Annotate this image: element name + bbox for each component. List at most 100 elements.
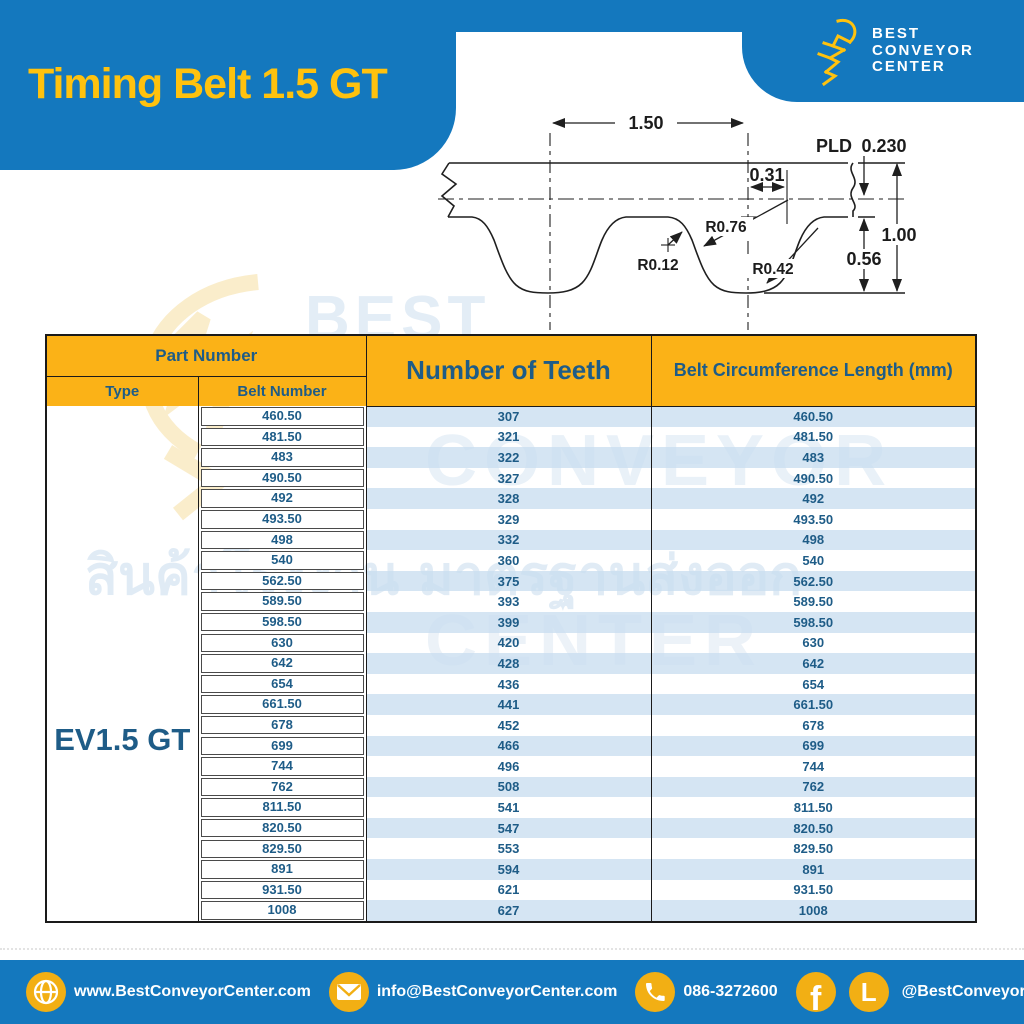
belt-number-value: 678 <box>200 715 364 735</box>
belt-number-cell: 829.50 <box>198 838 366 859</box>
belt-number-value: 699 <box>200 736 364 756</box>
circumference-cell: 654 <box>802 676 825 692</box>
circumference-cell: 699 <box>651 735 976 757</box>
belt-number-cell: 630 <box>198 633 366 654</box>
footer-social[interactable]: f L @BestConveyorCenter <box>795 972 1024 1012</box>
dim-radius-tip: R0.12 <box>637 257 678 274</box>
belt-number-cell: 820.50 <box>198 818 366 839</box>
goat-logo-icon <box>817 18 857 87</box>
circumference-cell: 490.50 <box>793 470 834 486</box>
belt-number-value: 829.50 <box>200 839 364 859</box>
belt-number-value: 891 <box>200 860 364 879</box>
teeth-count-cell: 441 <box>365 694 652 715</box>
table-row: 678 452 678 <box>46 714 976 736</box>
belt-number-cell: 891 <box>198 859 366 880</box>
belt-number-cell: 1008 <box>198 900 366 922</box>
dim-tooth-width: 0.31 <box>749 165 784 185</box>
teeth-count-cell: 508 <box>365 776 652 798</box>
circumference-cell: 931.50 <box>793 882 834 898</box>
belt-number-value: 492 <box>200 489 364 508</box>
table-row: 562.50 375 562.50 <box>46 570 976 592</box>
table-row: 931.50 621 931.50 <box>46 879 976 901</box>
dim-radius-root: R0.42 <box>752 261 793 278</box>
col-header-part-number: Part Number <box>46 335 366 377</box>
circumference-cell: 562.50 <box>651 570 976 592</box>
phone-icon <box>635 972 676 1012</box>
brand-name: BEST CONVEYOR CENTER <box>872 26 974 76</box>
circumference-cell: 661.50 <box>651 694 976 715</box>
table-row: 589.50 393 589.50 <box>46 591 976 612</box>
belt-number-value: 598.50 <box>200 612 364 632</box>
circumference-cell: 493.50 <box>793 511 834 527</box>
teeth-count-cell: 553 <box>365 838 652 860</box>
teeth-count-cell: 307 <box>365 406 652 427</box>
teeth-count-cell: 541 <box>365 797 652 818</box>
table-row: 498 332 498 <box>46 529 976 551</box>
dim-pld-value: 0.230 <box>861 136 906 156</box>
belt-number-cell: 492 <box>198 488 366 509</box>
table-row: 493.50 329 493.50 <box>46 508 976 530</box>
table-row: 598.50 399 598.50 <box>46 611 976 633</box>
teeth-count-cell: 375 <box>365 570 652 592</box>
brand-line1: BEST <box>872 25 921 43</box>
belt-number-value: 562.50 <box>200 571 364 591</box>
footer-divider <box>0 948 1024 950</box>
table-body: EV1.5 GT 460.50 307 460.50 481.50 321 481.50 48… <box>46 406 976 922</box>
belt-number-value: 820.50 <box>200 818 364 838</box>
col-header-circumference: Belt Circumference Length (mm) <box>651 335 976 407</box>
belt-number-value: 1008 <box>200 901 364 920</box>
footer-email-text: info@BestConveyorCenter.com <box>376 983 618 1000</box>
circumference-cell: 460.50 <box>651 406 976 427</box>
belt-number-value: 498 <box>200 530 364 550</box>
col-header-teeth: Number of Teeth <box>365 335 652 407</box>
teeth-count-cell: 328 <box>365 488 652 509</box>
belt-number-value: 481.50 <box>200 427 364 447</box>
teeth-count-cell: 466 <box>365 735 652 757</box>
table-row: 661.50 441 661.50 <box>46 694 976 715</box>
table-row: 642 428 642 <box>46 653 976 674</box>
belt-number-value: 931.50 <box>200 880 364 900</box>
belt-number-cell: 562.50 <box>198 571 366 592</box>
teeth-count-cell: 329 <box>365 508 652 530</box>
dim-total-height: 1.00 <box>881 225 916 245</box>
teeth-count-cell: 547 <box>365 817 652 839</box>
teeth-count-cell: 321 <box>365 426 652 448</box>
belt-number-cell: 498 <box>198 530 366 551</box>
belt-type-label: EV1.5 GT <box>54 722 191 757</box>
belt-number-value: 490.50 <box>200 468 364 488</box>
table-row: 492 328 492 <box>46 488 976 509</box>
belt-number-cell: 493.50 <box>198 509 366 530</box>
footer-email-link[interactable]: info@BestConveyorCenter.com <box>328 972 618 1012</box>
table-row: 481.50 321 481.50 <box>46 426 976 448</box>
teeth-count-cell: 420 <box>365 632 652 654</box>
table-row: 762 508 762 <box>46 776 976 798</box>
table-row: 891 594 891 <box>46 859 976 880</box>
dim-pitch: 1.50 <box>628 113 663 133</box>
table-row: 490.50 327 490.50 <box>46 467 976 489</box>
circumference-cell: 642 <box>651 653 976 674</box>
footer-website-text: www.BestConveyorCenter.com <box>74 983 311 1000</box>
teeth-count-cell: 428 <box>365 653 652 674</box>
spec-table: Part Number Number of Teeth Belt Circumf… <box>45 334 977 923</box>
belt-profile-drawing: 1.50 0.31 PLD 0.230 1.00 0.56 R0.76 R0.1… <box>438 112 924 330</box>
belt-number-cell: 460.50 <box>198 406 366 427</box>
belt-number-cell: 642 <box>198 653 366 674</box>
teeth-count-cell: 594 <box>365 859 652 880</box>
teeth-count-cell: 496 <box>365 756 652 777</box>
table-row: 699 466 699 <box>46 735 976 757</box>
belt-number-value: 460.50 <box>200 407 364 426</box>
belt-number-value: 811.50 <box>200 798 364 817</box>
circumference-cell: 820.50 <box>651 817 976 839</box>
belt-number-value: 630 <box>200 633 364 653</box>
table-row: 540 360 540 <box>46 550 976 571</box>
belt-number-value: 642 <box>200 654 364 673</box>
footer-website-link[interactable]: www.BestConveyorCenter.com <box>26 972 311 1012</box>
belt-number-value: 589.50 <box>200 592 364 611</box>
teeth-count-cell: 327 <box>365 467 652 489</box>
circumference-cell: 829.50 <box>793 841 834 857</box>
belt-number-cell: 490.50 <box>198 468 366 489</box>
globe-icon <box>26 972 66 1012</box>
dim-tooth-depth: 0.56 <box>846 249 881 269</box>
footer-phone[interactable]: 086-3272600 <box>635 972 778 1012</box>
